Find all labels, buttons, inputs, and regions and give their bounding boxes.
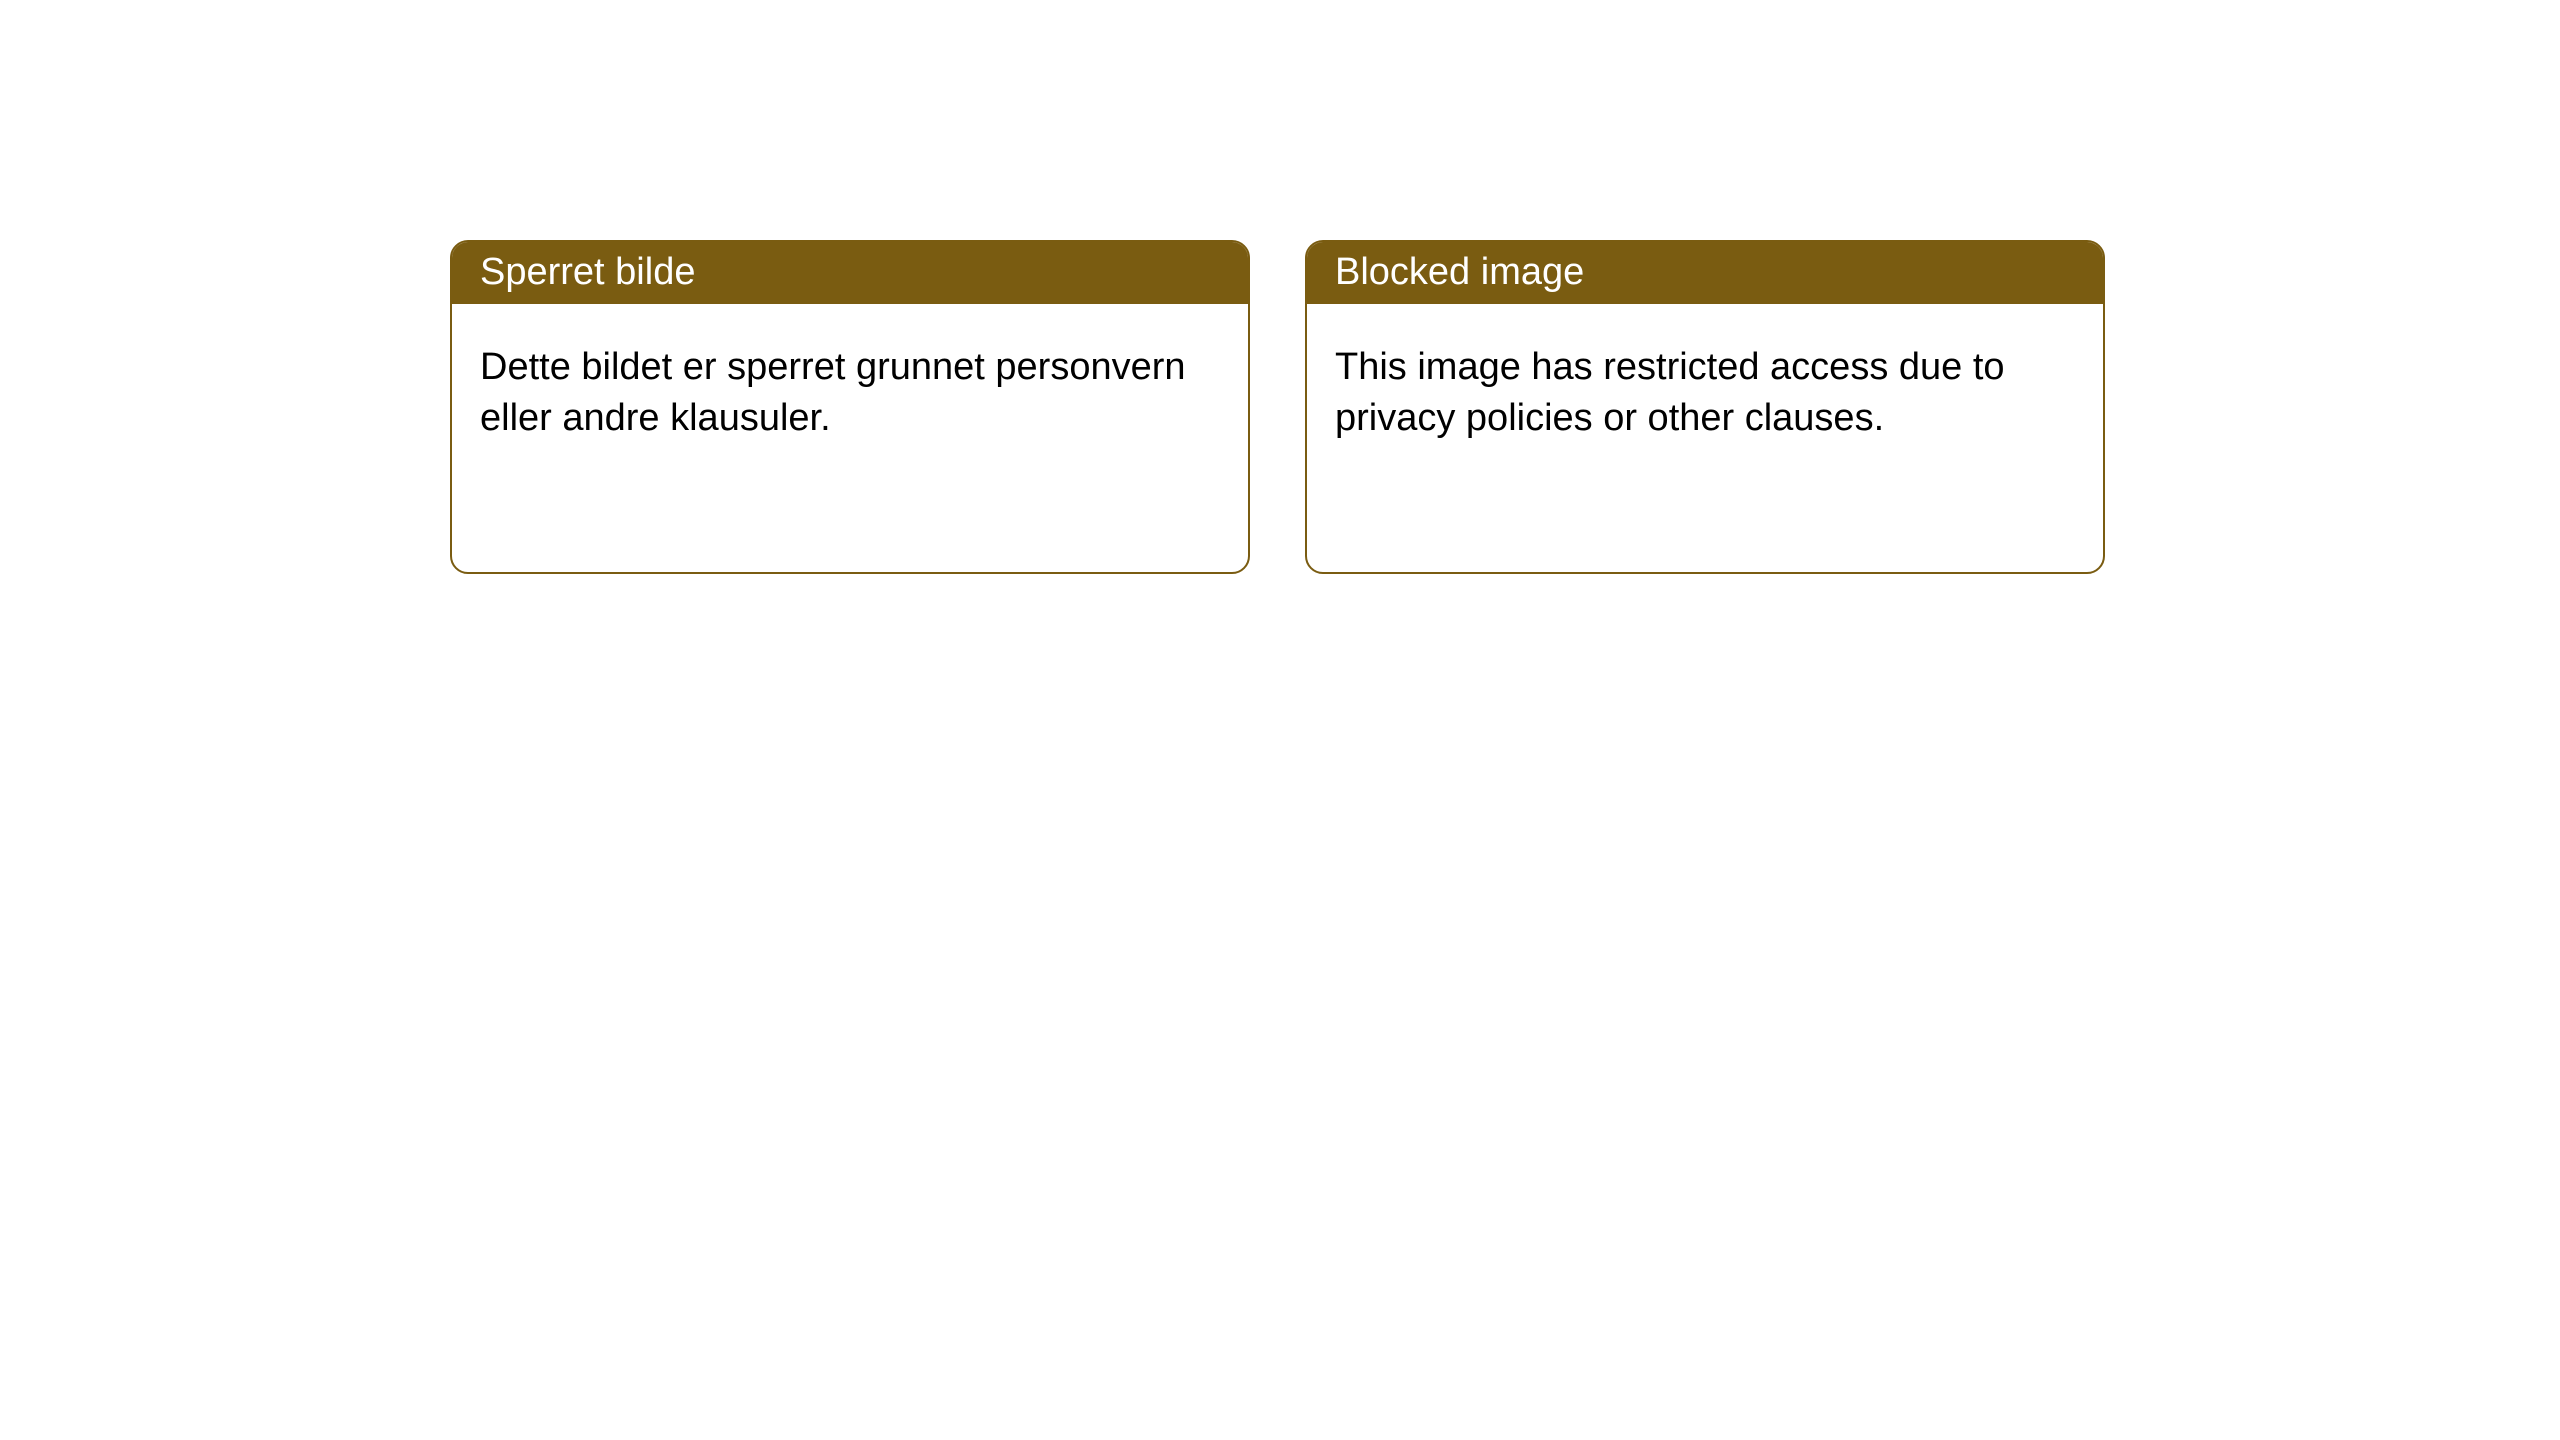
card-header: Sperret bilde <box>452 242 1248 304</box>
blocked-image-card-no: Sperret bilde Dette bildet er sperret gr… <box>450 240 1250 574</box>
blocked-image-card-en: Blocked image This image has restricted … <box>1305 240 2105 574</box>
card-header: Blocked image <box>1307 242 2103 304</box>
card-body-text: Dette bildet er sperret grunnet personve… <box>452 304 1248 483</box>
card-row: Sperret bilde Dette bildet er sperret gr… <box>0 0 2560 574</box>
card-body-text: This image has restricted access due to … <box>1307 304 2103 483</box>
